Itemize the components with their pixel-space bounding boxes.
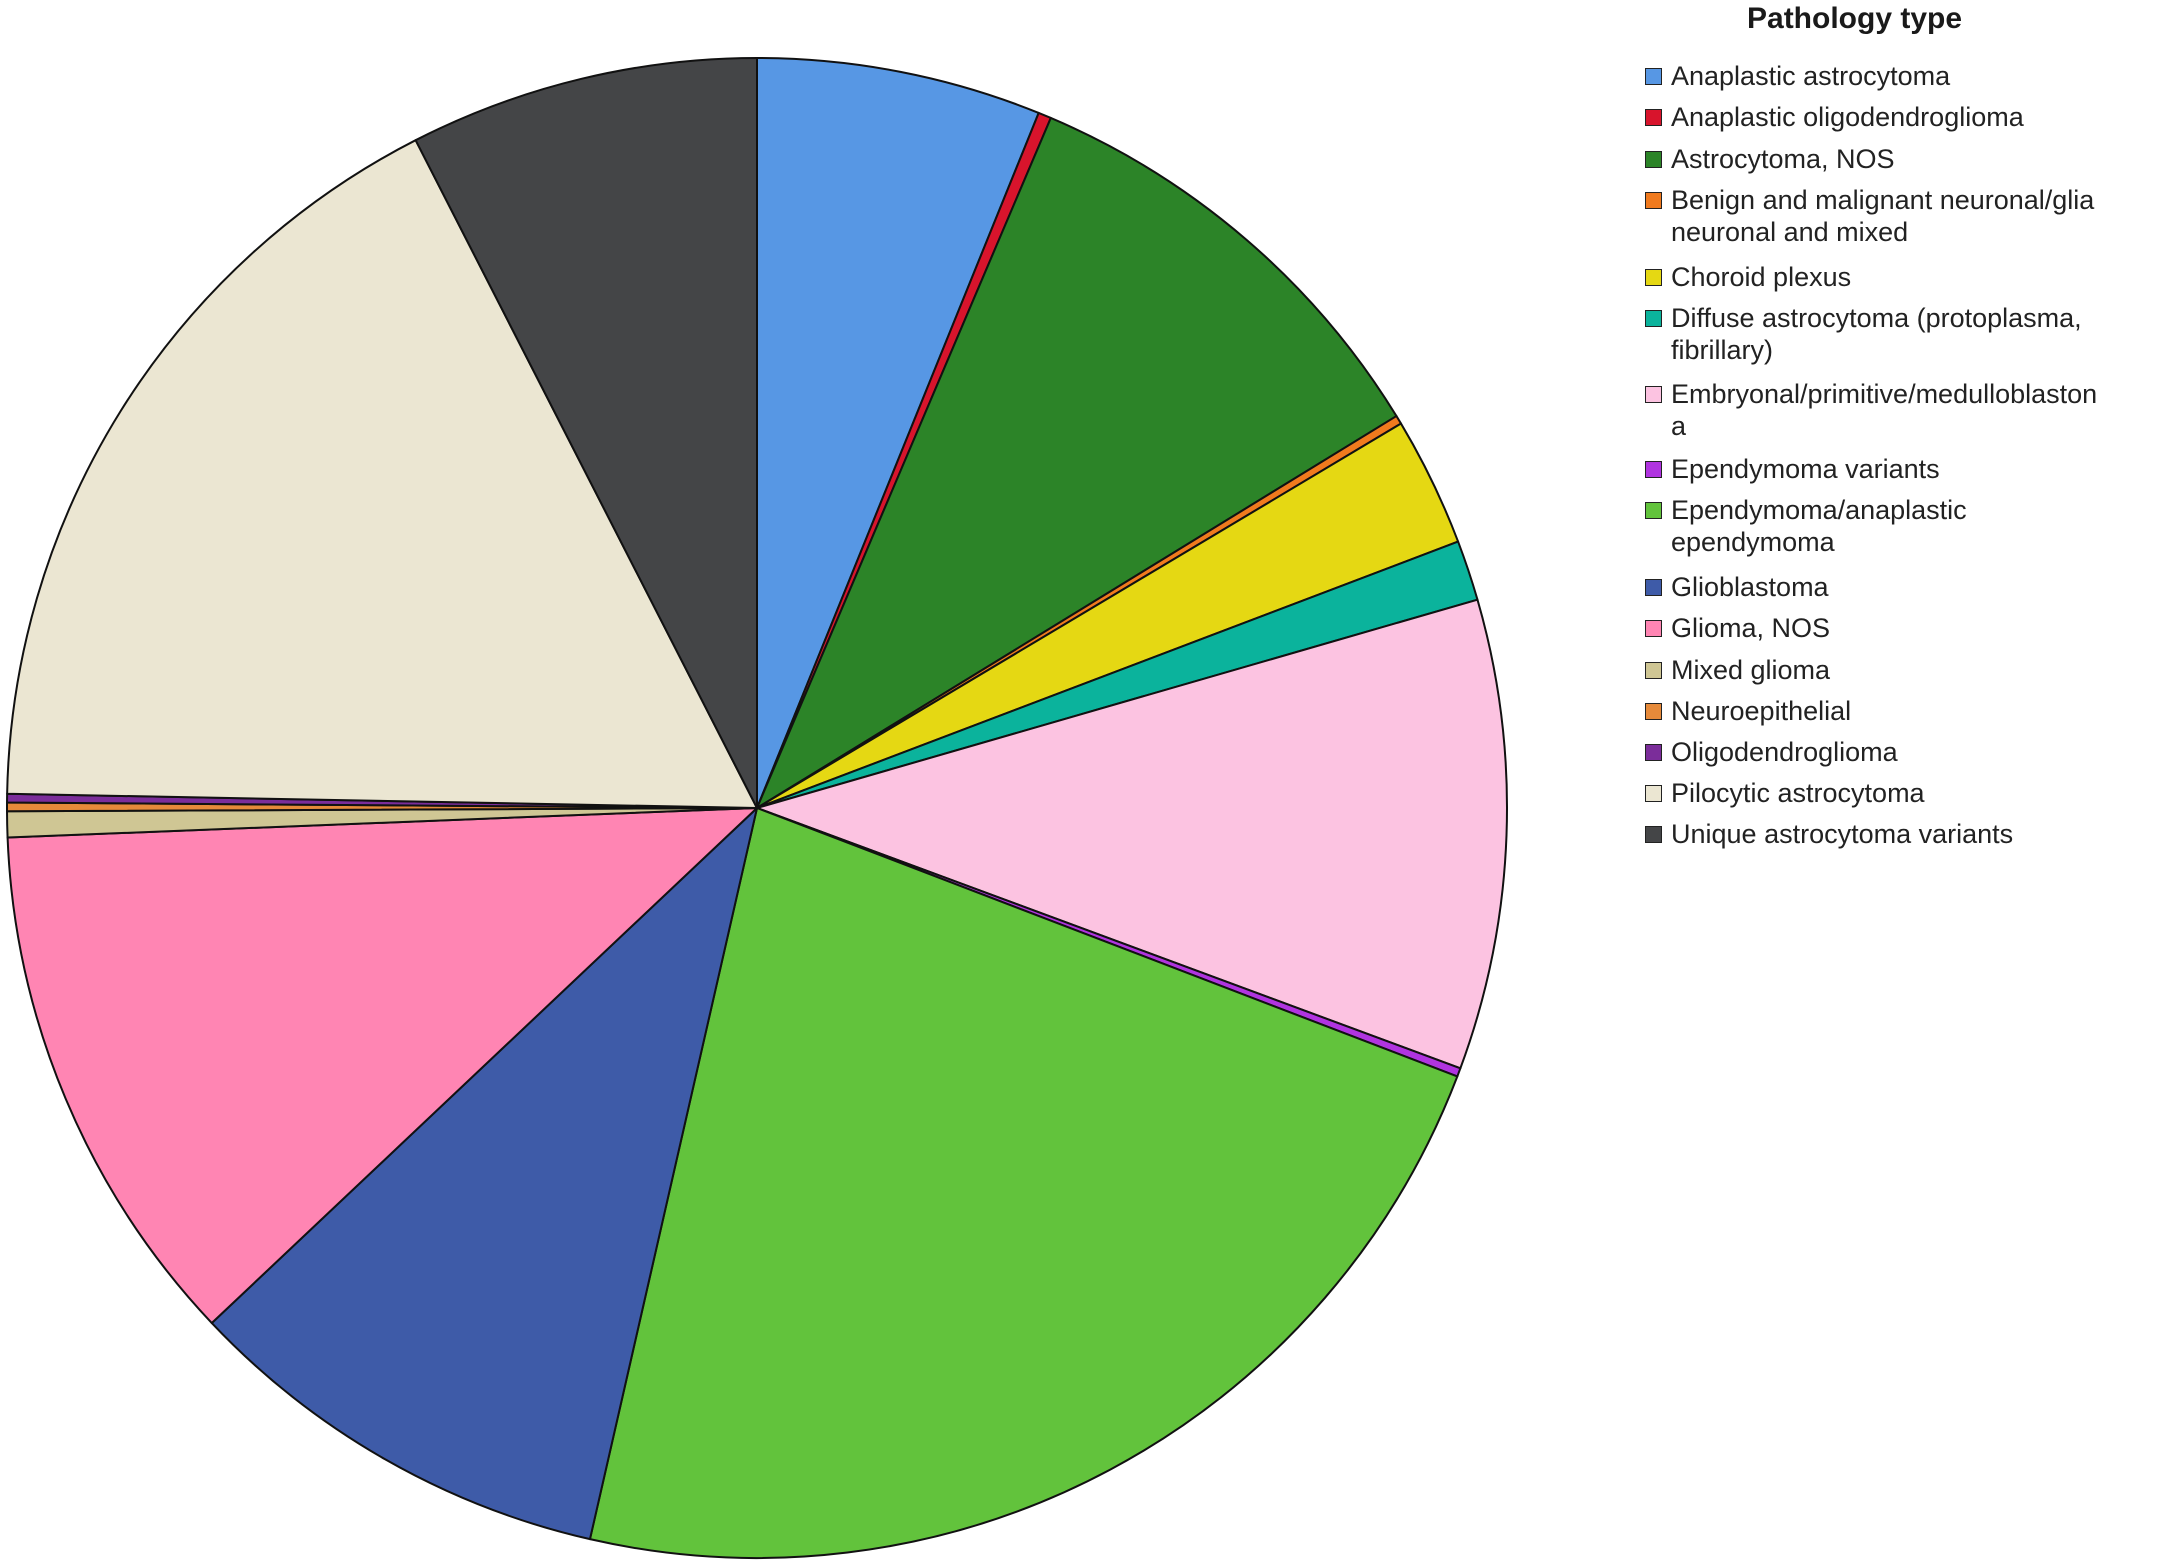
legend-label: Choroid plexus	[1671, 261, 1851, 293]
legend-label: Pilocytic astrocytoma	[1671, 777, 1925, 809]
legend-swatch	[1645, 744, 1662, 761]
legend-label: Diffuse astrocytoma (protoplasma, fibrill…	[1671, 302, 2082, 366]
legend-swatch	[1645, 192, 1662, 209]
legend-label-line: Unique astrocytoma variants	[1671, 819, 2014, 849]
legend-swatch	[1645, 620, 1662, 637]
legend-label-line: ependymoma	[1671, 527, 1835, 557]
legend-label: Anaplastic astrocytoma	[1671, 60, 1950, 92]
legend-label: Ependymoma variants	[1671, 453, 1940, 485]
legend-label: Benign and malignant neuronal/glia neuron…	[1671, 184, 2094, 248]
legend-label-line: neuronal and mixed	[1671, 217, 1909, 247]
legend-label: Ependymoma/anaplastic ependymoma	[1671, 494, 1967, 558]
pie-slice-15	[414, 57, 758, 809]
legend-swatch	[1645, 151, 1662, 168]
legend-label-line: fibrillary)	[1671, 335, 1774, 365]
legend-label-line: Choroid plexus	[1671, 262, 1852, 292]
legend-label-line: Glioblastoma	[1671, 572, 1829, 602]
legend-label-line: Mixed glioma	[1671, 655, 1831, 685]
legend-swatch	[1645, 826, 1662, 843]
legend-label-line: Ependymoma variants	[1671, 454, 1940, 484]
pie-slice-0	[756, 57, 1040, 809]
legend-label: Neuroepithelial	[1671, 695, 1851, 727]
legend-label: Astrocytoma, NOS	[1671, 143, 1895, 175]
legend-label-line: Pilocytic astrocytoma	[1671, 778, 1925, 808]
legend-label-line: Anaplastic oligodendroglioma	[1671, 102, 2024, 132]
pie-slice-8	[588, 807, 1459, 1559]
legend-swatch	[1645, 109, 1662, 126]
legend-label: Glioma, NOS	[1671, 612, 1830, 644]
legend-swatch	[1645, 579, 1662, 596]
legend-label-line: Oligodendroglioma	[1671, 737, 1898, 767]
legend-swatch	[1645, 386, 1662, 403]
legend-label: Mixed glioma	[1671, 654, 1830, 686]
legend-swatch	[1645, 269, 1662, 286]
legend-label-line: Neuroepithelial	[1671, 696, 1852, 726]
pie-slice-2	[756, 116, 1398, 809]
legend-label-line: Glioma, NOS	[1671, 613, 1831, 643]
legend-label-line: Embryonal/primitive/medulloblaston	[1671, 379, 2098, 409]
legend-title: Pathology type	[1747, 2, 1963, 35]
legend-label-line: Anaplastic astrocytoma	[1671, 61, 1951, 91]
legend-label: Embryonal/primitive/medulloblaston a	[1671, 378, 2097, 442]
legend-label: Glioblastoma	[1671, 571, 1829, 603]
pie-slice-10	[6, 807, 758, 1325]
legend-swatch	[1645, 703, 1662, 720]
legend-swatch	[1645, 310, 1662, 327]
legend-swatch	[1645, 502, 1662, 519]
legend-label-line: Diffuse astrocytoma (protoplasma,	[1671, 303, 2082, 333]
pie-slice-6	[756, 598, 1508, 1070]
legend-label: Unique astrocytoma variants	[1671, 818, 2013, 850]
legend-swatch	[1645, 461, 1662, 478]
legend-label: Anaplastic oligodendroglioma	[1671, 101, 2024, 133]
legend-label: Oligodendroglioma	[1671, 736, 1898, 768]
legend-label-line: Ependymoma/anaplastic	[1671, 495, 1967, 525]
legend-label-line: Benign and malignant neuronal/glia	[1671, 185, 2095, 215]
legend-label-line: Astrocytoma, NOS	[1671, 144, 1895, 174]
legend-swatch	[1645, 662, 1662, 679]
legend-swatch	[1645, 68, 1662, 85]
pie-slices	[6, 57, 1508, 1559]
pie-slice-9	[210, 807, 758, 1541]
legend-label-line: a	[1671, 411, 1687, 441]
legend-swatch	[1645, 785, 1662, 802]
pie-slice-14	[6, 139, 758, 809]
